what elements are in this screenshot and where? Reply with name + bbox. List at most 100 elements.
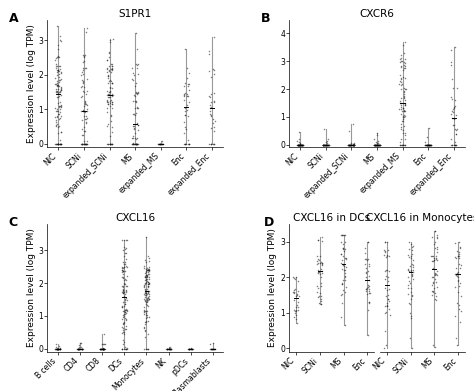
Point [325, 135, 332, 142]
Point [366, 289, 374, 296]
Point [185, 81, 193, 88]
Point [53, 106, 61, 112]
Point [82, 116, 89, 122]
Point [144, 269, 151, 275]
Point [145, 280, 153, 286]
Point [208, 346, 215, 352]
Point [372, 142, 379, 148]
Point [78, 346, 85, 352]
Point [371, 142, 378, 148]
Point [207, 141, 215, 147]
Point [296, 142, 304, 148]
Point [397, 56, 404, 62]
Point [80, 67, 87, 74]
Point [104, 80, 111, 86]
Point [382, 342, 390, 348]
Point [399, 66, 406, 73]
Point [447, 111, 455, 117]
Point [294, 142, 301, 148]
Point [123, 308, 130, 315]
Point [207, 341, 214, 348]
Point [55, 79, 63, 86]
Point [338, 265, 346, 272]
Point [374, 142, 382, 148]
Point [105, 91, 112, 97]
Point [128, 135, 136, 141]
Point [399, 108, 406, 114]
Point [295, 142, 303, 148]
Point [107, 89, 114, 95]
Point [144, 294, 151, 300]
Point [141, 334, 148, 340]
Point [210, 141, 217, 147]
Point [407, 314, 415, 321]
Point [401, 88, 408, 94]
Point [396, 59, 404, 65]
Point [365, 283, 373, 289]
Point [397, 82, 405, 88]
Point [54, 346, 62, 352]
Point [450, 105, 458, 111]
Point [121, 296, 129, 303]
Point [324, 142, 331, 148]
Point [57, 70, 65, 77]
Point [132, 80, 140, 86]
Point [55, 53, 62, 59]
Point [364, 332, 372, 338]
Point [319, 142, 327, 148]
Point [365, 261, 373, 267]
Point [144, 282, 151, 289]
Point [56, 346, 64, 352]
Point [82, 141, 90, 147]
Point [121, 344, 129, 351]
Point [108, 67, 116, 74]
Point [185, 346, 193, 352]
Point [290, 296, 297, 303]
Point [382, 249, 389, 255]
Point [54, 94, 61, 100]
Point [121, 268, 128, 274]
Point [290, 287, 298, 293]
Point [341, 255, 349, 262]
Point [320, 142, 328, 148]
Point [141, 328, 148, 334]
Point [384, 296, 392, 302]
Point [130, 70, 137, 76]
Point [397, 111, 405, 117]
Point [401, 65, 409, 71]
Point [106, 88, 114, 94]
Point [54, 108, 62, 115]
Point [409, 247, 416, 253]
Point [431, 290, 439, 296]
Point [118, 330, 126, 336]
Point [318, 262, 326, 268]
Point [371, 142, 378, 148]
Point [182, 141, 189, 147]
Point [399, 113, 407, 119]
Point [184, 113, 191, 120]
Point [452, 255, 460, 261]
Point [296, 142, 303, 148]
Point [162, 346, 170, 352]
Point [452, 142, 459, 148]
Point [370, 136, 378, 142]
Point [183, 65, 191, 71]
Point [130, 133, 137, 139]
Point [80, 89, 87, 95]
Point [210, 346, 217, 352]
Point [423, 142, 430, 148]
Point [158, 141, 166, 147]
Point [297, 142, 305, 148]
Point [122, 245, 130, 251]
Point [82, 113, 90, 119]
Point [183, 102, 191, 108]
Point [323, 140, 330, 146]
Point [338, 231, 346, 238]
Point [362, 269, 370, 276]
Point [82, 99, 89, 106]
Point [376, 142, 383, 148]
Point [294, 298, 302, 305]
Point [365, 263, 373, 269]
Point [396, 78, 404, 84]
Title: CXCL16 in Monocytes: CXCL16 in Monocytes [366, 213, 474, 223]
